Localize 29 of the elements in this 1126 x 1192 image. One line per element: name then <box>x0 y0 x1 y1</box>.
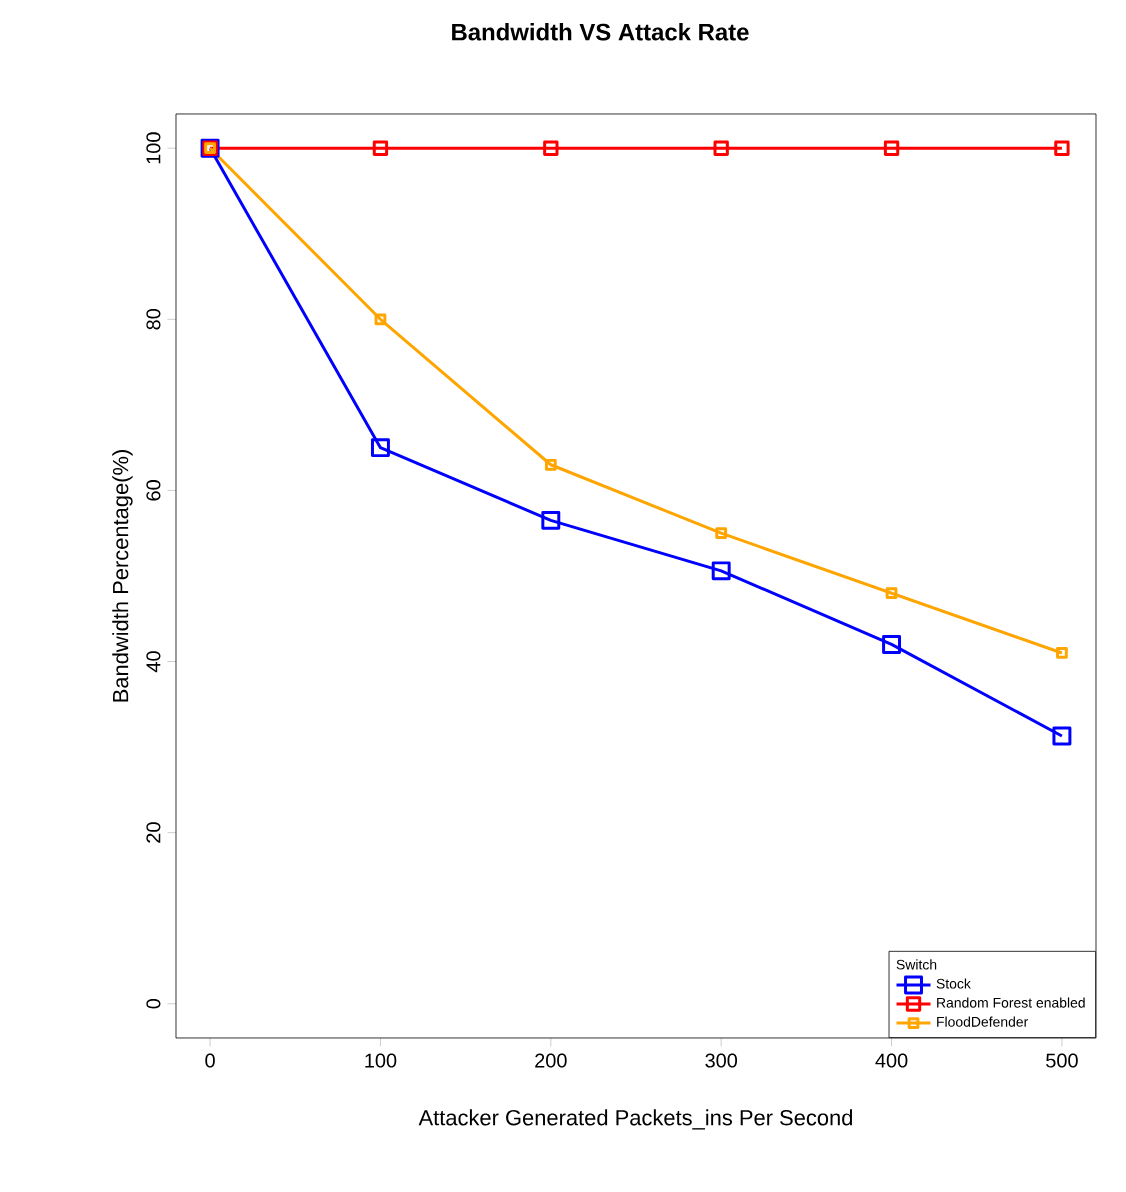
point <box>711 561 731 581</box>
y-tick-label: 40 <box>146 651 161 673</box>
point <box>374 313 387 326</box>
point <box>543 140 559 156</box>
y-axis-title: Bandwidth Percentage(%) <box>112 450 133 702</box>
point <box>885 587 898 599</box>
x-axis-title: Attacker Generated Packets_ins Per Second <box>418 1109 853 1130</box>
x-tick-label: 0 <box>205 1053 215 1068</box>
point <box>544 458 557 471</box>
x-tick-label: 300 <box>705 1053 738 1068</box>
point <box>1052 726 1072 746</box>
y-tick-label: 100 <box>146 132 161 164</box>
x-tick-label: 400 <box>875 1053 908 1068</box>
point <box>882 634 902 654</box>
point <box>715 527 728 540</box>
x-tick-label: 100 <box>365 1053 397 1068</box>
x-tick-label: 200 <box>535 1053 567 1068</box>
y-tick-label: 0 <box>146 998 161 1009</box>
point <box>541 510 561 530</box>
y-tick-label: 60 <box>146 480 161 501</box>
y-tick-label: 20 <box>146 822 161 843</box>
x-tick-label: 500 <box>1046 1053 1078 1068</box>
y-tick-label: 80 <box>146 309 161 330</box>
point <box>370 438 390 458</box>
point <box>883 140 900 156</box>
point <box>1054 140 1070 156</box>
chart-title: Bandwidth VS Attack Rate <box>452 23 749 41</box>
point <box>372 140 389 156</box>
point <box>713 140 729 156</box>
